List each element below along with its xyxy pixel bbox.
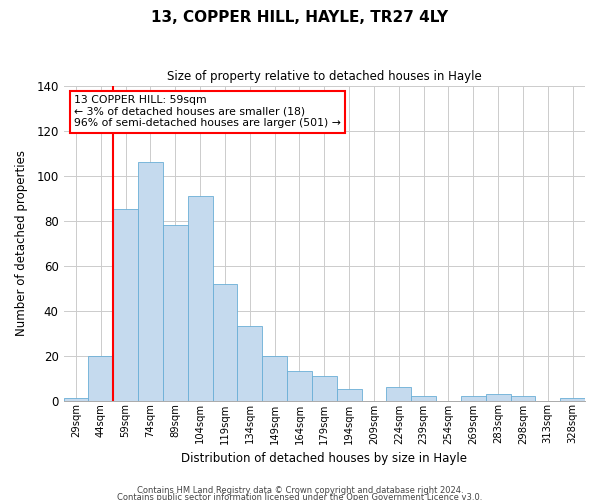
Bar [411,396,436,400]
Bar [485,394,511,400]
Title: Size of property relative to detached houses in Hayle: Size of property relative to detached ho… [167,70,482,83]
Bar [312,376,337,400]
Bar [560,398,585,400]
Text: 13 COPPER HILL: 59sqm
← 3% of detached houses are smaller (18)
96% of semi-detac: 13 COPPER HILL: 59sqm ← 3% of detached h… [74,95,341,128]
Bar [386,387,411,400]
Bar [212,284,238,401]
Y-axis label: Number of detached properties: Number of detached properties [15,150,28,336]
Text: Contains HM Land Registry data © Crown copyright and database right 2024.: Contains HM Land Registry data © Crown c… [137,486,463,495]
X-axis label: Distribution of detached houses by size in Hayle: Distribution of detached houses by size … [181,452,467,465]
Bar [188,196,212,400]
Bar [287,372,312,400]
Bar [262,356,287,401]
Text: 13, COPPER HILL, HAYLE, TR27 4LY: 13, COPPER HILL, HAYLE, TR27 4LY [151,10,449,25]
Bar [461,396,485,400]
Bar [511,396,535,400]
Bar [238,326,262,400]
Text: Contains public sector information licensed under the Open Government Licence v3: Contains public sector information licen… [118,494,482,500]
Bar [163,225,188,400]
Bar [337,390,362,400]
Bar [138,162,163,400]
Bar [113,210,138,400]
Bar [64,398,88,400]
Bar [88,356,113,401]
